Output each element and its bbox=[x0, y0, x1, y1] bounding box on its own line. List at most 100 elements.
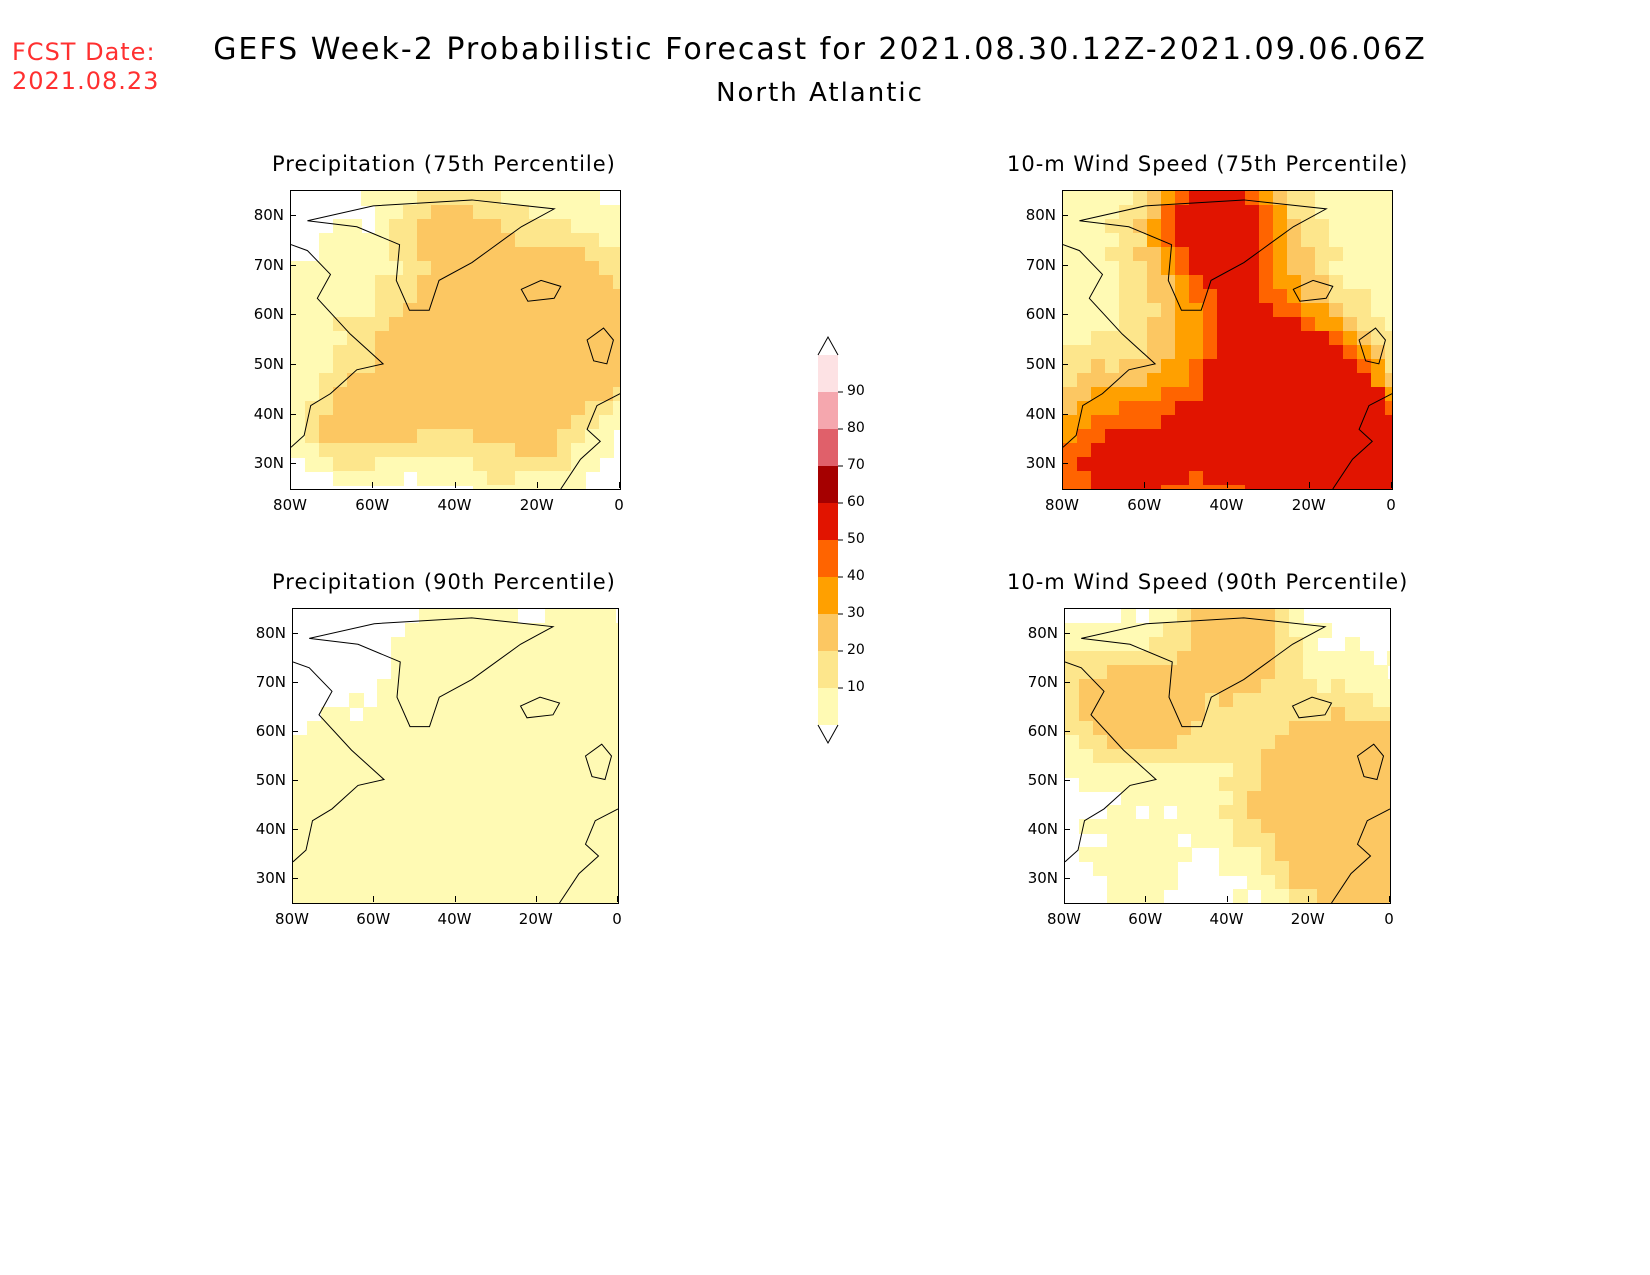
field-cell bbox=[1091, 317, 1106, 332]
field-cell bbox=[347, 415, 362, 430]
field-cell bbox=[475, 889, 490, 903]
lat-tick-mark bbox=[1062, 363, 1068, 365]
field-cell bbox=[293, 791, 308, 806]
field-cell bbox=[1233, 693, 1248, 708]
lon-tick-mark bbox=[1144, 482, 1146, 488]
field-cell bbox=[1189, 457, 1204, 472]
field-cell bbox=[1175, 401, 1190, 416]
field-cell bbox=[1175, 317, 1190, 332]
field-cell bbox=[1273, 219, 1288, 234]
field-cell bbox=[1357, 247, 1372, 262]
field-cell bbox=[601, 721, 616, 736]
field-cell bbox=[1345, 833, 1360, 848]
lat-tick-label: 30N bbox=[255, 868, 286, 887]
field-cell bbox=[417, 387, 432, 402]
field-cell bbox=[1119, 191, 1134, 206]
field-cell bbox=[445, 415, 460, 430]
field-cell bbox=[1135, 735, 1150, 750]
lon-tick-mark bbox=[535, 896, 537, 902]
field-cell bbox=[573, 665, 588, 680]
field-cell bbox=[559, 637, 574, 652]
field-cell bbox=[1107, 651, 1122, 666]
field-cell bbox=[1317, 819, 1332, 834]
field-cell bbox=[601, 679, 616, 694]
field-cell bbox=[1147, 303, 1162, 318]
field-cell bbox=[461, 735, 476, 750]
field-cell bbox=[405, 833, 420, 848]
field-cell bbox=[1329, 457, 1344, 472]
colorbar-swatch bbox=[818, 429, 838, 466]
field-cell bbox=[1303, 805, 1318, 820]
field-cell bbox=[1133, 401, 1148, 416]
field-cell bbox=[1093, 749, 1108, 764]
field-cell bbox=[613, 387, 620, 402]
field-cell bbox=[403, 191, 418, 206]
field-cell bbox=[335, 833, 350, 848]
field-cell bbox=[487, 345, 502, 360]
field-cell bbox=[1149, 791, 1164, 806]
field-cell bbox=[1261, 665, 1276, 680]
field-cell bbox=[559, 791, 574, 806]
field-cell bbox=[363, 721, 378, 736]
field-cell bbox=[1135, 763, 1150, 778]
field-cell bbox=[543, 345, 558, 360]
field-cell bbox=[615, 693, 618, 708]
field-cell bbox=[1217, 261, 1232, 276]
field-cell bbox=[1357, 359, 1372, 374]
colorbar-level-label: 80 bbox=[847, 420, 865, 436]
field-cell bbox=[349, 777, 364, 792]
field-cell bbox=[545, 777, 560, 792]
field-cell bbox=[307, 721, 322, 736]
field-cell bbox=[333, 331, 348, 346]
field-cell bbox=[615, 847, 618, 862]
field-cell bbox=[1107, 777, 1122, 792]
field-cell bbox=[419, 637, 434, 652]
field-cell bbox=[1203, 247, 1218, 262]
field-cell bbox=[529, 317, 544, 332]
field-cell bbox=[1135, 693, 1150, 708]
field-cell bbox=[319, 443, 334, 458]
field-cell bbox=[1343, 485, 1358, 489]
field-cell bbox=[1219, 651, 1234, 666]
field-cell bbox=[475, 749, 490, 764]
field-cell bbox=[1217, 233, 1232, 248]
field-cell bbox=[557, 219, 572, 234]
field-cell bbox=[1119, 261, 1134, 276]
field-cell bbox=[1259, 373, 1274, 388]
field-cell bbox=[461, 833, 476, 848]
field-cell bbox=[475, 805, 490, 820]
field-cell bbox=[571, 233, 586, 248]
field-cell bbox=[1273, 261, 1288, 276]
field-cell bbox=[361, 331, 376, 346]
field-cell bbox=[1175, 345, 1190, 360]
field-cell bbox=[1287, 331, 1302, 346]
field-cell bbox=[361, 429, 376, 444]
field-cell bbox=[559, 693, 574, 708]
lon-tick-mark bbox=[373, 896, 375, 902]
field-cell bbox=[1163, 735, 1178, 750]
field-cell bbox=[1385, 345, 1392, 360]
field-cell bbox=[1373, 819, 1388, 834]
field-cell bbox=[1247, 721, 1262, 736]
field-cell bbox=[1287, 359, 1302, 374]
field-cell bbox=[1287, 387, 1302, 402]
field-cell bbox=[1163, 847, 1178, 862]
field-cell bbox=[1077, 471, 1092, 486]
field-cell bbox=[1149, 847, 1164, 862]
field-cell bbox=[1107, 847, 1122, 862]
field-cell bbox=[459, 191, 474, 206]
field-cell bbox=[403, 275, 418, 290]
lon-tick-mark bbox=[1308, 482, 1310, 488]
field-cell bbox=[1063, 429, 1078, 444]
field-cell bbox=[1385, 471, 1392, 486]
field-cell bbox=[1119, 387, 1134, 402]
field-cell bbox=[1149, 749, 1164, 764]
field-cell bbox=[1289, 791, 1304, 806]
field-cell bbox=[501, 191, 516, 206]
field-cell bbox=[1133, 205, 1148, 220]
field-cell bbox=[1245, 401, 1260, 416]
field-cell bbox=[1065, 749, 1080, 764]
field-cell bbox=[1175, 275, 1190, 290]
field-cell bbox=[349, 819, 364, 834]
field-cell bbox=[431, 261, 446, 276]
